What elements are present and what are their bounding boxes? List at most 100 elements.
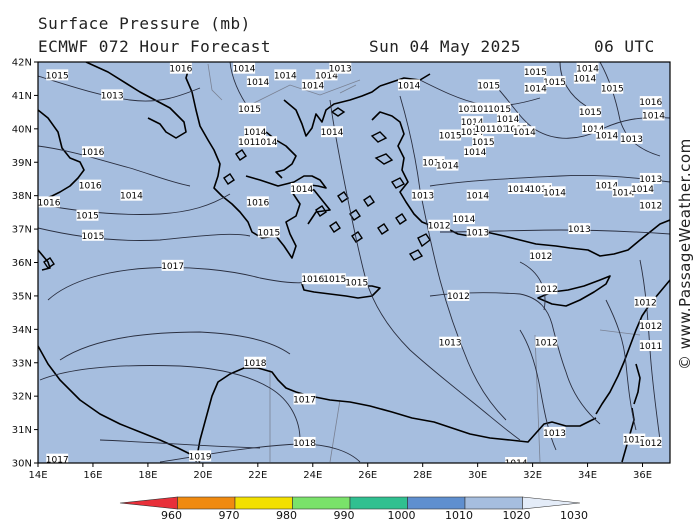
isobar-label-bg (436, 159, 459, 171)
isobar-label-bg (488, 102, 511, 114)
isobar-label: 1013 (543, 426, 566, 439)
isobar-label: 1014 (474, 122, 498, 135)
isobar-label-bg (439, 336, 462, 348)
isobar-label: 1014 (466, 189, 489, 202)
isobar-label: 1012 (639, 199, 662, 212)
isobar-label-text: 1014 (255, 138, 278, 148)
isobar-label: 1013 (466, 226, 489, 238)
isobar-label-bg (290, 182, 313, 194)
isobar-label-bg (642, 109, 665, 121)
isobar-label-text: 1015 (524, 68, 547, 78)
isobar-label-text: 1014 (463, 148, 486, 158)
isobar-label-bg (639, 340, 662, 352)
lon-tick-label: 34E (578, 470, 597, 481)
isobar-label-bg (524, 82, 547, 94)
colorbar-label: 980 (276, 509, 297, 522)
lat-tick-label: 37N (12, 225, 32, 236)
isobar-label: 1016 (169, 62, 193, 75)
isobar-label: 1015 (439, 129, 462, 142)
isobar-label-bg (101, 89, 124, 101)
isobar-label-bg (244, 126, 267, 138)
isobar-label-text: 1015 (491, 125, 514, 135)
isobar-label-bg (46, 69, 69, 81)
colorbar-label: 960 (161, 509, 182, 522)
lon-tick-label: 26E (358, 470, 377, 481)
isobar-label-bg (411, 189, 434, 201)
isobar-label-text: 1016 (38, 198, 61, 208)
isobar-label-text: 1014 (398, 81, 421, 91)
isobar-label-bg (612, 186, 635, 198)
isobar-label: 1017 (161, 259, 184, 272)
isobar-label-text: 1012 (634, 299, 657, 309)
isobar-label-text: 1017 (293, 396, 316, 406)
coastline (38, 62, 670, 463)
isobar-label-bg (631, 182, 654, 194)
isobar-label: 1012 (529, 249, 552, 262)
sea-area (38, 62, 670, 463)
isobar-label-text: 1015 (238, 105, 261, 115)
isobar-label-bg (543, 426, 566, 438)
isobar-label-text: 1015 (76, 212, 99, 222)
isobar-label: 1015 (477, 79, 500, 91)
site-credit: © www.PassageWeather.com (676, 138, 694, 370)
isobar-label-bg (120, 189, 143, 201)
colorbar-swatch (177, 496, 236, 510)
isobar-label-text: 1014 (120, 192, 143, 202)
isobar-label-text: 1012 (623, 436, 646, 446)
isobar-label-bg (274, 69, 297, 81)
isobar-label-text: 1015 (488, 105, 511, 115)
isobar-label-bg (466, 226, 489, 238)
isobar-label-text: 1015 (472, 138, 495, 148)
colorbar-swatch (119, 496, 178, 510)
isobar-label-text: 1014 (244, 128, 267, 138)
isobar-label-text: 1015 (46, 71, 69, 81)
isobar-label: 1012 (639, 436, 662, 449)
lat-tick-label: 38N (12, 191, 32, 202)
isobar-label: 1013 (411, 189, 434, 202)
isobar-label-bg (428, 219, 451, 231)
isobar-label-text: 1014 (496, 115, 519, 125)
isobar-label: 1015 (458, 102, 481, 115)
isobar-label-bg (543, 186, 566, 198)
isobar-label-bg (477, 79, 500, 91)
lat-tick-label: 31N (12, 425, 32, 436)
isobar-label-text: 1013 (101, 91, 124, 101)
isobar-label: 1014 (315, 69, 338, 81)
isobar-label-bg (452, 213, 475, 225)
colorbar-swatch (407, 496, 466, 510)
isobar-label: 1015 (524, 66, 547, 78)
isobar-label: 1014 (595, 129, 619, 142)
isobar-label: 1013 (568, 223, 591, 235)
isobar-label-text: 1013 (639, 175, 662, 185)
isobar-label-text: 1013 (620, 135, 643, 145)
isobar-label: 1014 (120, 189, 143, 202)
colorbar-label: 1000 (388, 509, 416, 522)
isobar-label-bg (535, 336, 558, 348)
isobar-label-text: 1012 (639, 202, 662, 212)
isobar-label-text: 1014 (466, 192, 489, 202)
map-title: Surface Pressure (mb) (38, 14, 251, 33)
isobar-label-text: 1014 (461, 118, 484, 128)
isobar-label: 1015 (472, 136, 495, 148)
isobar-label: 1014 (398, 79, 421, 91)
lat-tick-label: 40N (12, 124, 32, 135)
isobar-label-text: 1016 (169, 65, 192, 75)
isobar-label-bg (496, 112, 519, 124)
isobar-label-text: 1012 (529, 252, 552, 262)
lon-tick-label: 28E (413, 470, 432, 481)
isobar-label-bg (639, 199, 662, 211)
isobar-label-text: 1016 (301, 275, 324, 285)
isobar-label-bg (246, 196, 269, 208)
isobar-label-text: 1015 (458, 105, 481, 115)
isobar-label-text: 1014 (505, 459, 528, 469)
isobar-label: 1014 (573, 72, 597, 85)
isobar-label-text: 1012 (639, 439, 662, 449)
isobar-label-text: 1014 (507, 185, 530, 195)
isobar-label-bg (601, 82, 624, 94)
isobar-label-bg (529, 182, 552, 194)
isobar-label-text: 1016 (238, 138, 261, 148)
isobar-label-bg (474, 122, 497, 134)
isobar-label-bg (81, 229, 104, 241)
isobar-label-text: 1016 (639, 98, 662, 108)
